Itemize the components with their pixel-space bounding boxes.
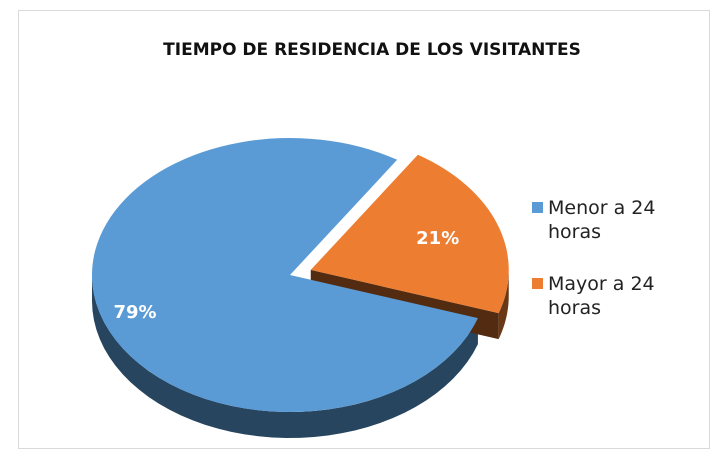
pie-side (92, 275, 478, 438)
data-label: 21% (416, 228, 459, 249)
legend-item: Mayor a 24 horas (528, 272, 698, 320)
legend-label: Mayor a 24 horas (548, 273, 655, 319)
legend-swatch (532, 202, 543, 213)
legend-label: Menor a 24 horas (548, 197, 656, 243)
legend-swatch (532, 278, 543, 289)
legend-item: Menor a 24 horas (528, 196, 698, 244)
data-label: 79% (113, 302, 156, 323)
pie-slice (92, 138, 478, 413)
pie-slice (310, 154, 509, 314)
chart-title: TIEMPO DE RESIDENCIA DE LOS VISITANTES (163, 40, 581, 60)
pie: 79% 21% (92, 138, 509, 438)
pie-side (498, 269, 509, 340)
